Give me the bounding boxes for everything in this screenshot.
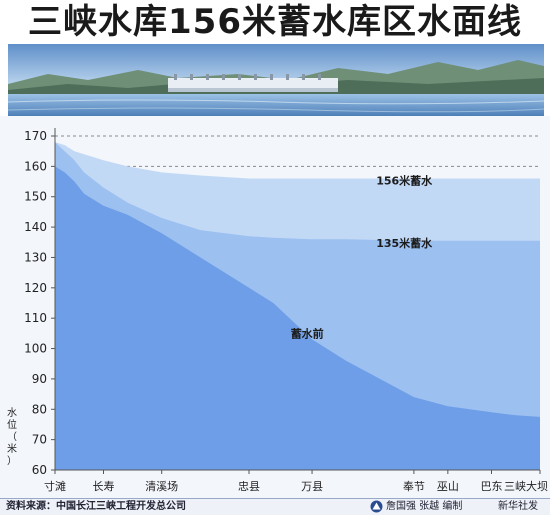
y-tick-label-90: 90 <box>32 372 47 386</box>
x-tick-label-2: 清溪场 <box>145 479 178 493</box>
dam-photo-banner <box>8 44 544 116</box>
y-axis-label-char-4: ） <box>7 455 17 467</box>
y-tick-label-120: 120 <box>24 281 47 295</box>
footer-bar: 资料来源：中国长江三峡工程开发总公司 詹国强 张越 编制 新华社发 <box>0 498 550 515</box>
agency-text: 新华社发 <box>498 501 538 512</box>
series-label-2: 蓄水前 <box>291 326 324 340</box>
y-axis-label-char-0: 水 <box>7 407 17 419</box>
y-axis-label-char-1: 位 <box>7 418 17 431</box>
xinhua-logo-icon <box>370 500 383 513</box>
x-tick-label-0: 寸滩 <box>44 479 66 493</box>
chart-area: 156米蓄水 135米蓄水蓄水前 60 70 80 90 100 110 120 130 140 15… <box>0 116 550 498</box>
x-tick-label-1: 长寿 <box>93 479 115 493</box>
x-tick-label-3: 忠县 <box>238 480 260 493</box>
y-axis-label-char-2: （ <box>7 431 17 443</box>
y-tick-label-150: 150 <box>24 190 47 204</box>
x-tick-label-4: 万县 <box>301 480 323 493</box>
credit-text: 詹国强 张越 编制 <box>386 501 463 512</box>
source-text: 资料来源：中国长江三峡工程开发总公司 <box>6 501 186 512</box>
x-tick-label-6: 巫山 <box>437 480 459 493</box>
y-tick-label-130: 130 <box>24 251 47 265</box>
y-axis-label-char-3: 米 <box>7 442 17 455</box>
y-tick-label-80: 80 <box>32 402 47 416</box>
y-tick-label-140: 140 <box>24 220 47 234</box>
y-tick-label-60: 60 <box>32 463 47 477</box>
y-tick-label-160: 160 <box>24 159 47 173</box>
y-tick-label-70: 70 <box>32 433 47 447</box>
chart-title: 三峡水库156米蓄水库区水面线 <box>28 2 522 42</box>
y-tick-label-170: 170 <box>24 129 47 143</box>
y-tick-label-100: 100 <box>24 342 47 356</box>
series-label-1: 135米蓄水 <box>376 236 433 250</box>
x-tick-label-5: 奉节 <box>403 479 425 493</box>
x-tick-label-7: 巴东 <box>481 480 503 493</box>
series-label-0: 156米蓄水 <box>376 174 433 188</box>
x-tick-label-8: 三峡大坝 <box>504 479 548 493</box>
series-area-2 <box>55 166 540 470</box>
y-tick-label-110: 110 <box>24 311 47 325</box>
